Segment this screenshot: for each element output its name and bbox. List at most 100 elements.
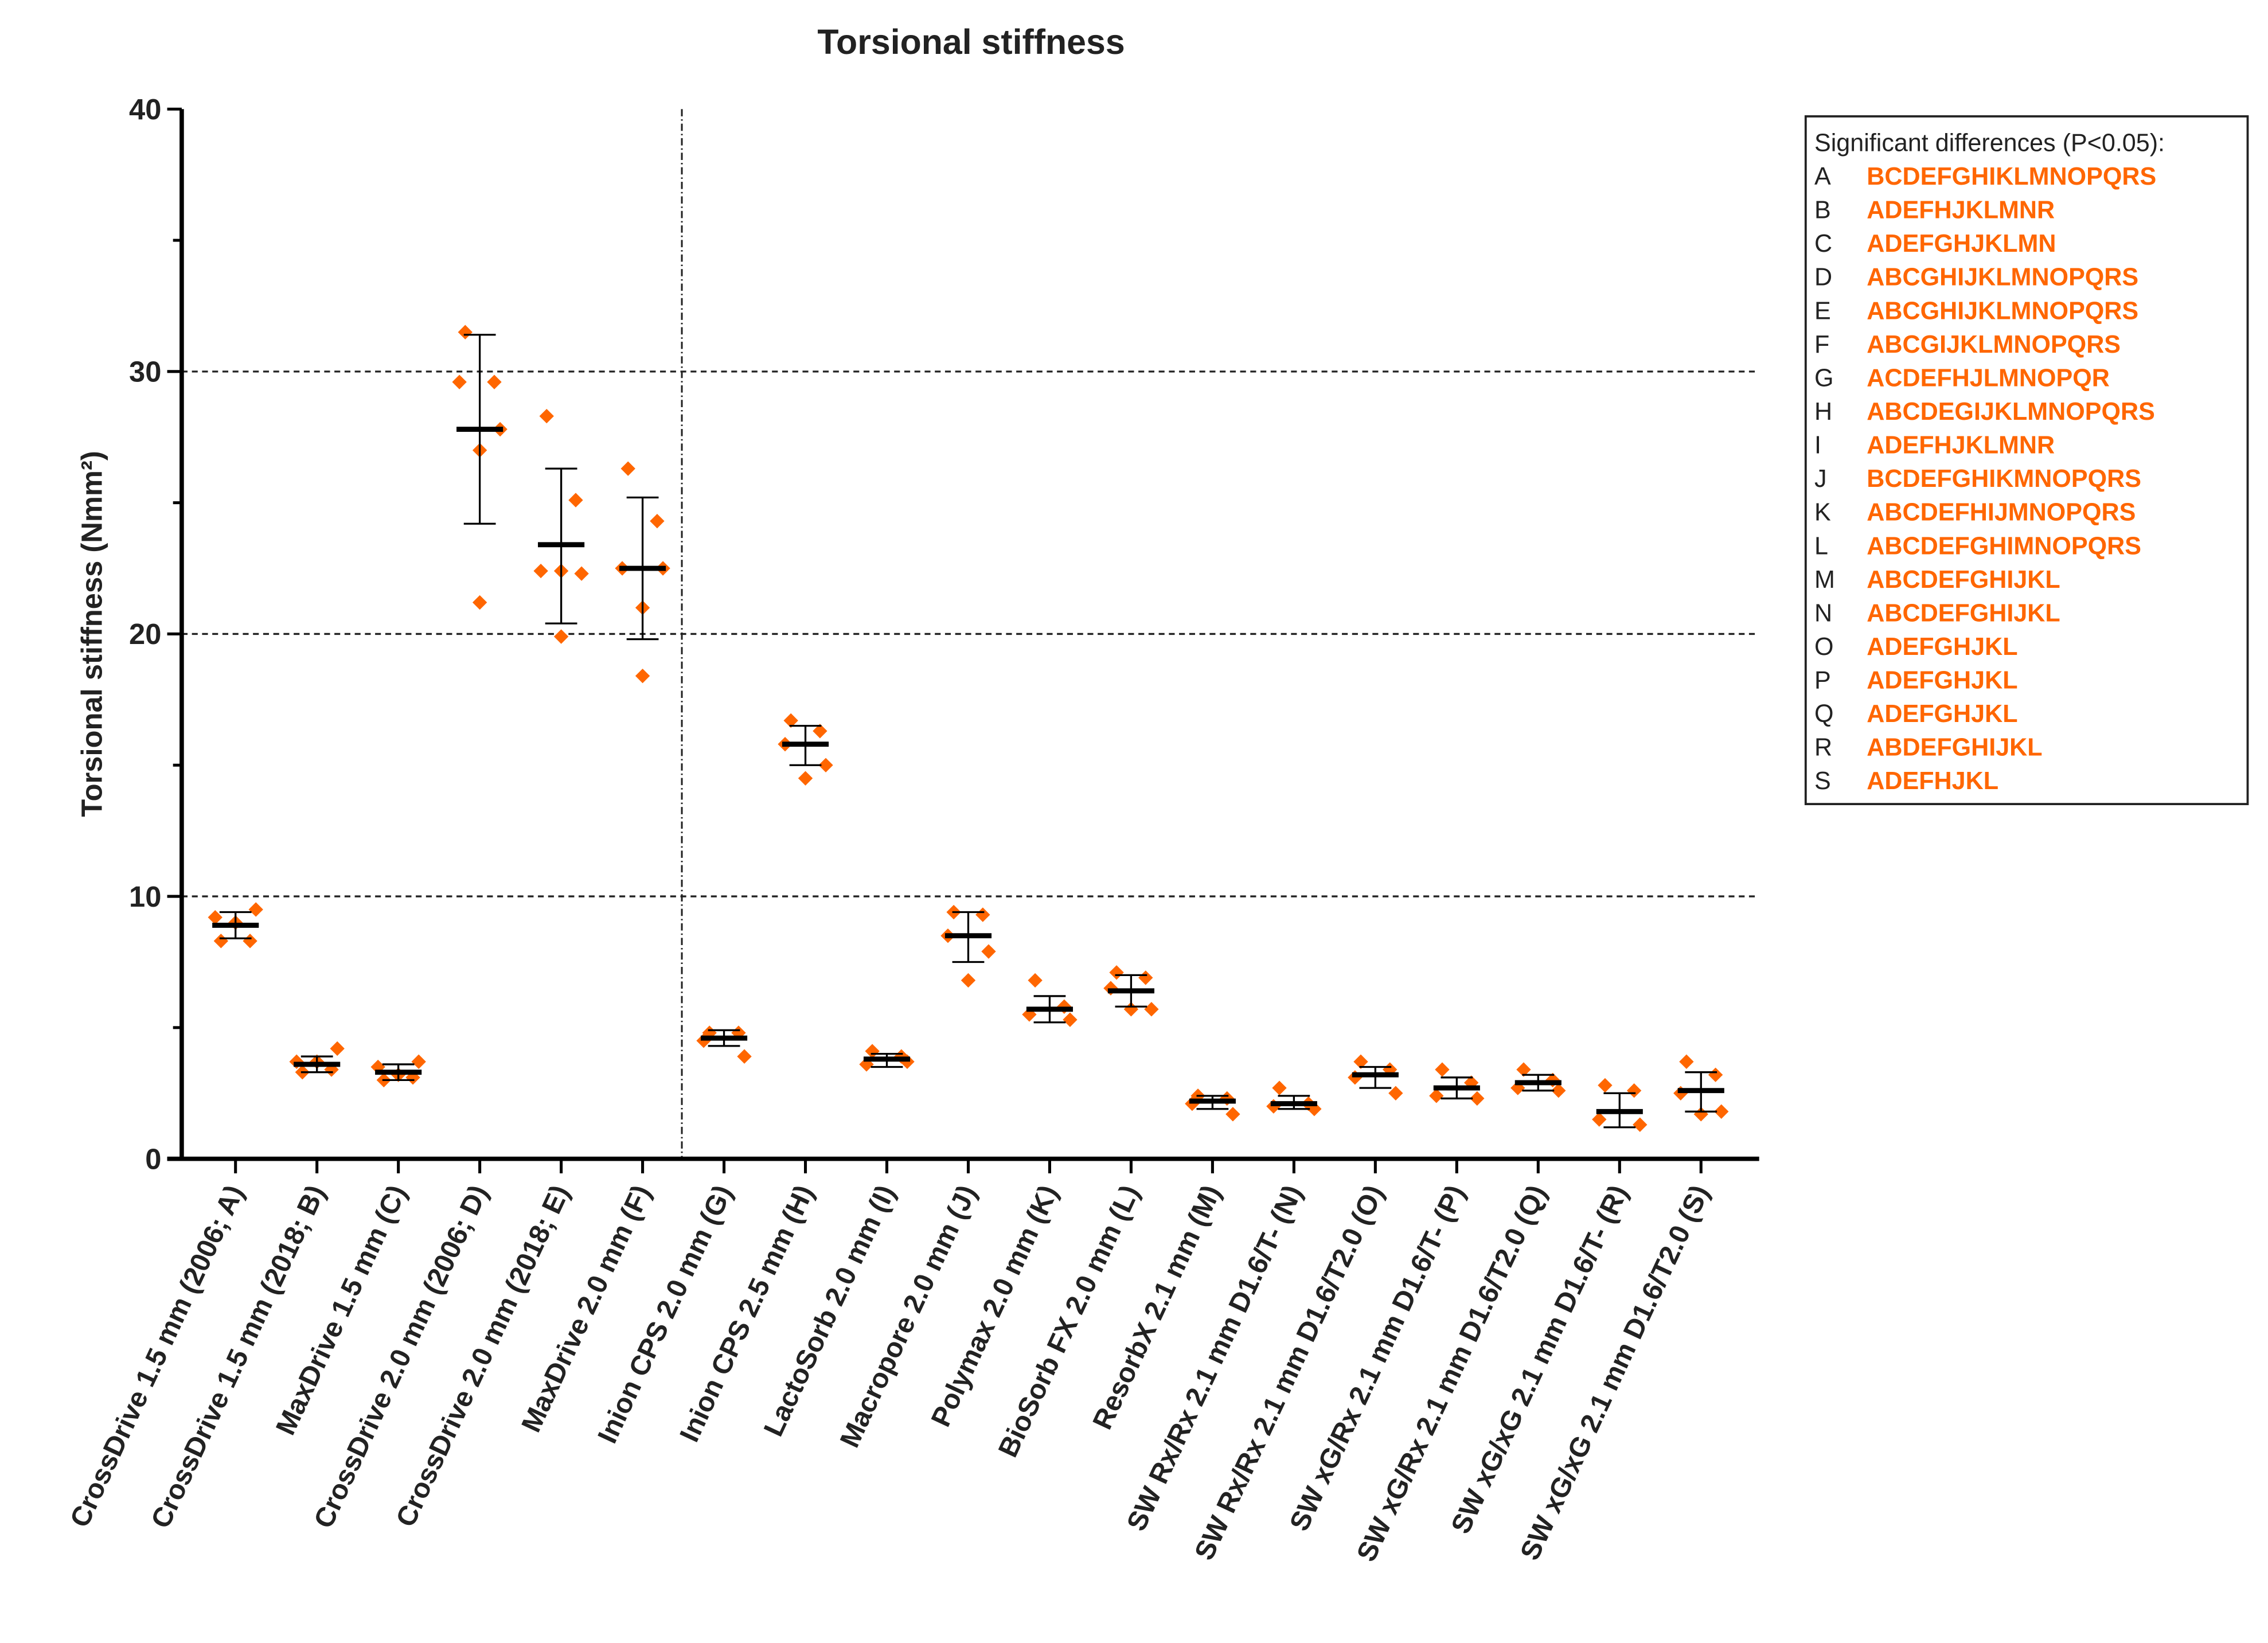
legend-key: H (1814, 398, 1832, 426)
data-point (813, 724, 827, 739)
legend-key: E (1814, 297, 1831, 325)
legend-value: ABCDEFGHIMNOPQRS (1867, 532, 2141, 560)
data-point (1598, 1078, 1613, 1093)
data-point (539, 408, 554, 424)
y-tick-label: 20 (129, 618, 161, 650)
data-point (248, 902, 263, 917)
legend-key: G (1814, 364, 1834, 392)
data-point (798, 771, 813, 786)
data-point (1388, 1086, 1403, 1100)
data-point (330, 1041, 345, 1056)
legend-value: ABCDEGIJKLMNOPQRS (1867, 398, 2155, 426)
data-point (452, 374, 467, 389)
category-group (940, 904, 996, 988)
category-group (1022, 973, 1078, 1027)
legend-title: Significant differences (P<0.05): (1814, 130, 2165, 157)
y-axis-label: Torsional stiffness (Nmm²) (75, 451, 108, 817)
legend-key: K (1814, 499, 1831, 526)
data-point (243, 934, 257, 949)
data-point (411, 1054, 426, 1070)
legend-value: ADEFHJKLMNR (1867, 197, 2055, 224)
data-point (1429, 1088, 1444, 1103)
data-point (1272, 1080, 1287, 1095)
data-point (1123, 1002, 1139, 1017)
legend-key: M (1814, 566, 1835, 594)
data-point (961, 973, 976, 988)
data-point (568, 493, 583, 508)
data-point (1679, 1054, 1694, 1070)
category-group (615, 461, 670, 684)
legend-key: S (1814, 767, 1831, 795)
category-group (1429, 1062, 1485, 1106)
legend-value: ADEFGHJKL (1867, 633, 2017, 661)
category-group (778, 713, 833, 786)
legend-key: D (1814, 264, 1832, 291)
legend-value: BCDEFGHIKLMNOPQRS (1867, 163, 2156, 190)
legend-box (1804, 115, 2249, 805)
data-point (208, 910, 222, 925)
category-group (859, 1044, 915, 1072)
category-group (533, 408, 589, 644)
data-point (574, 566, 589, 581)
category-group (452, 325, 508, 610)
legend-key: B (1814, 197, 1831, 224)
y-tick-label: 30 (129, 356, 161, 388)
data-point (487, 374, 502, 389)
legend-value: ABDEFGHIJKL (1867, 734, 2042, 762)
y-tick-label: 0 (145, 1142, 161, 1175)
data-point (533, 563, 548, 579)
data-point (553, 629, 569, 644)
data-point (975, 907, 990, 922)
legend-key: L (1814, 532, 1828, 560)
data-point (1028, 973, 1043, 988)
category-group (1510, 1062, 1566, 1098)
data-point (1063, 1012, 1078, 1027)
category-group (208, 902, 263, 949)
category-group (696, 1025, 752, 1064)
legend-value: BCDEFGHIKMNOPQRS (1867, 465, 2141, 493)
category-group (289, 1041, 345, 1080)
data-point (865, 1044, 880, 1059)
legend-value: ADEFHJKLMNR (1867, 432, 2055, 459)
y-tick-label: 10 (129, 880, 161, 913)
data-point (1633, 1117, 1648, 1132)
data-point (635, 668, 650, 684)
y-tick-label: 40 (129, 93, 161, 126)
category-group (370, 1054, 426, 1088)
data-point (1144, 1002, 1159, 1017)
category-group (1103, 965, 1159, 1017)
legend-value: ABCGHIJKLMNOPQRS (1867, 264, 2138, 291)
legend-value: ADEFGHJKL (1867, 667, 2017, 694)
legend-value: ADEFGHJKLMN (1867, 230, 2056, 257)
legend-value: ADEFGHJKL (1867, 700, 2017, 728)
data-point (981, 944, 996, 959)
x-tick-label: BioSorb FX 2.0 mm (L) (992, 1180, 1145, 1462)
legend-key: C (1814, 230, 1832, 257)
data-point (650, 514, 665, 529)
data-point (1626, 1083, 1642, 1098)
data-point (213, 934, 229, 949)
data-point (783, 713, 798, 728)
legend-key: A (1814, 163, 1831, 190)
data-point (1708, 1067, 1723, 1082)
legend-value: ABCDEFGHIJKL (1867, 566, 2060, 594)
legend-value: ACDEFHJLMNOPQR (1867, 364, 2110, 392)
data-point (1714, 1104, 1729, 1119)
chart-title: Torsional stiffness (817, 22, 1125, 61)
legend: Significant differences (P<0.05): A BCDEF… (1804, 115, 2249, 805)
legend-key: I (1814, 432, 1821, 459)
category-group (1592, 1078, 1648, 1132)
data-point (1225, 1107, 1240, 1122)
legend-key: N (1814, 599, 1832, 627)
data-point (1693, 1107, 1708, 1122)
legend-value: ABCGIJKLMNOPQRS (1867, 331, 2121, 358)
category-group (1185, 1088, 1240, 1122)
data-point (818, 758, 833, 772)
legend-key: P (1814, 667, 1831, 694)
data-point (1516, 1062, 1531, 1077)
data-point (1551, 1083, 1566, 1098)
data-point (458, 325, 473, 339)
category-group (1266, 1080, 1322, 1117)
data-point (1353, 1054, 1368, 1070)
